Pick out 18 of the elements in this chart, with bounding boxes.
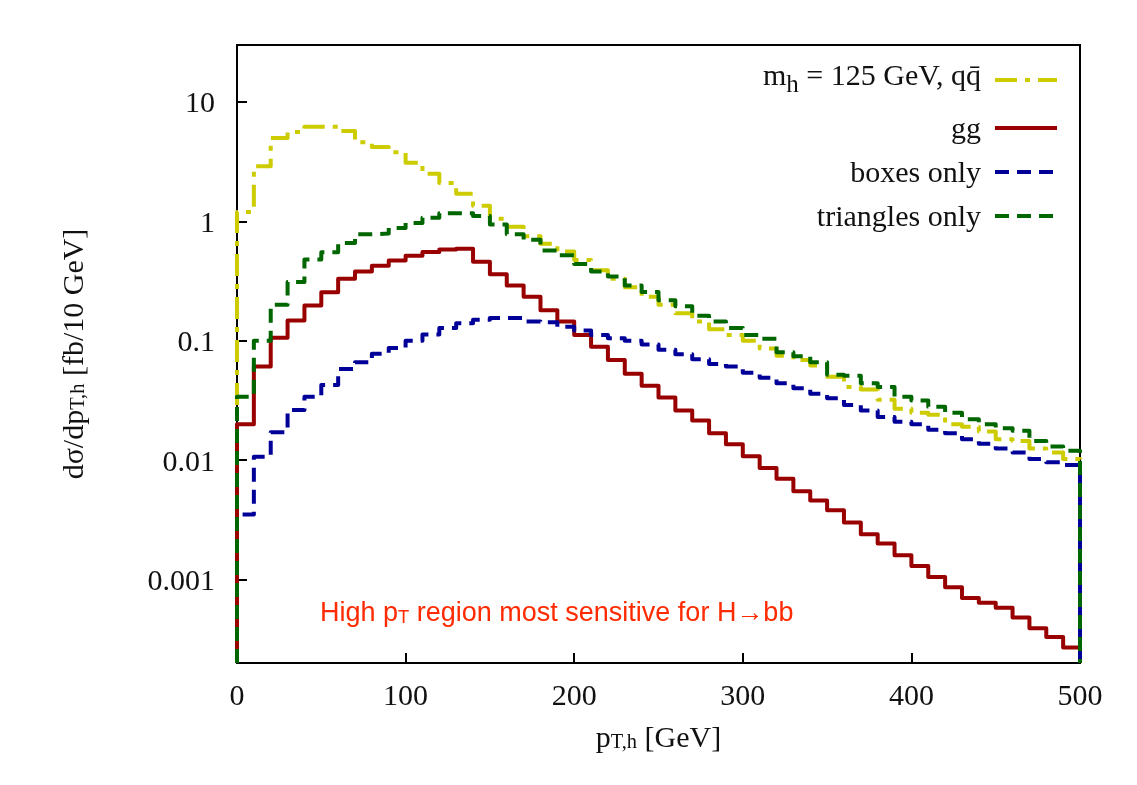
y-axis-title: dσ/dpT,h [fb/10 GeV] xyxy=(55,228,89,480)
x-tick-label: 500 xyxy=(1057,677,1103,711)
x-tick-label: 400 xyxy=(888,677,934,711)
y-tick-label: 1 xyxy=(200,204,215,238)
legend-label: triangles only xyxy=(816,198,981,234)
x-axis-title: pT,h [GeV] xyxy=(595,719,722,753)
x-tick-label: 100 xyxy=(383,677,429,711)
x-tick-label: 200 xyxy=(551,677,597,711)
y-tick-label: 0.001 xyxy=(147,563,215,597)
x-tick-label: 0 xyxy=(229,677,245,711)
annotation: High pT region most sensitive for H→bb xyxy=(320,596,794,627)
legend-label: gg xyxy=(951,110,981,146)
legend-label: boxes only xyxy=(850,154,981,190)
y-tick-label: 0.01 xyxy=(162,443,215,477)
y-tick-label: 10 xyxy=(185,85,215,119)
y-tick-label: 0.1 xyxy=(177,324,215,358)
x-tick-label: 300 xyxy=(720,677,766,711)
legend-label: m$_{h}$ = 125 GeV, qq̄ xyxy=(762,57,981,99)
